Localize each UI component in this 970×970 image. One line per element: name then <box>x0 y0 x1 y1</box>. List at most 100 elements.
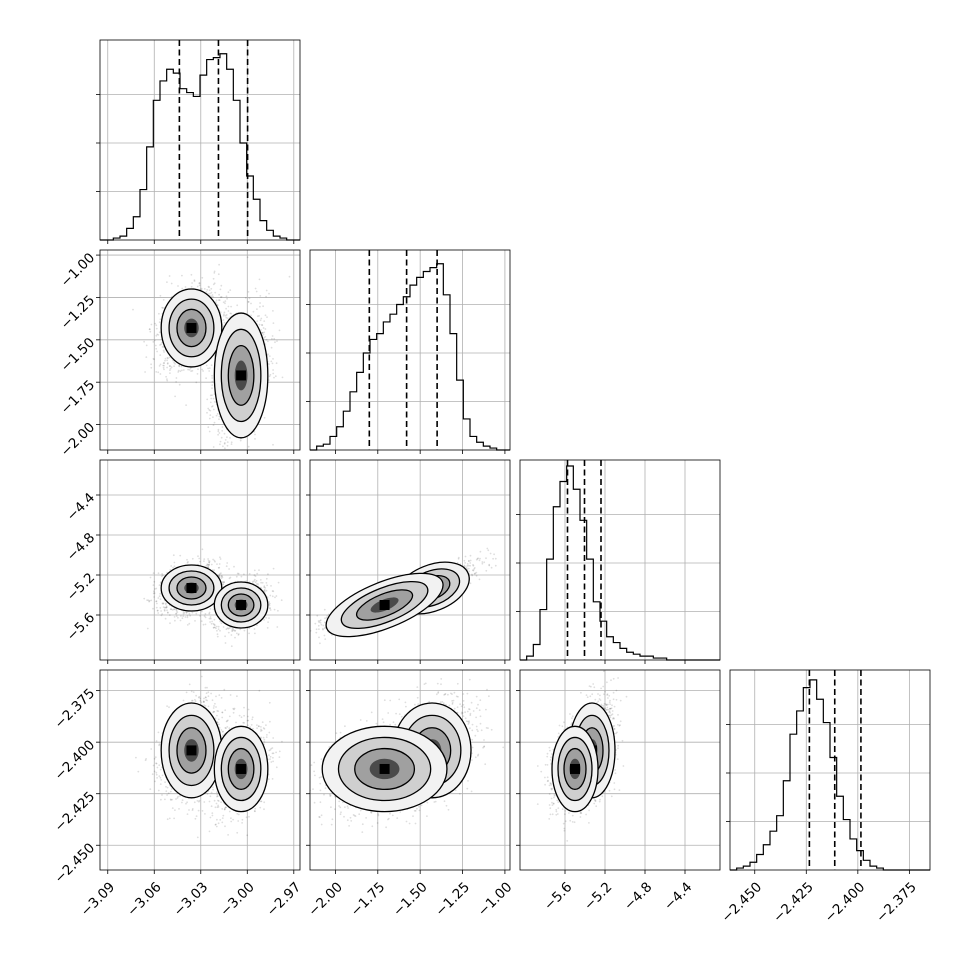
sample-point <box>270 346 273 349</box>
sample-point <box>156 350 159 353</box>
sample-point <box>150 363 153 366</box>
sample-point <box>199 615 201 617</box>
sample-point <box>226 562 229 564</box>
sample-point <box>256 308 258 310</box>
sample-point <box>155 600 158 603</box>
sample-point <box>218 432 221 434</box>
sample-point <box>207 285 210 288</box>
sample-point <box>256 572 259 575</box>
sample-point <box>163 351 166 353</box>
sample-point <box>264 328 267 330</box>
sample-point <box>157 371 160 374</box>
sample-point <box>208 617 211 620</box>
sample-point <box>217 433 220 436</box>
contour-line <box>220 328 262 423</box>
sample-point <box>201 276 204 279</box>
sample-point <box>190 273 193 276</box>
sample-point <box>210 287 213 290</box>
sample-point <box>207 566 210 568</box>
sample-point <box>159 581 162 584</box>
sample-point <box>159 344 161 346</box>
sample-point <box>274 375 277 378</box>
sample-point <box>206 411 208 414</box>
sample-point <box>219 455 221 457</box>
sample-point <box>209 616 212 618</box>
sample-point <box>150 599 153 602</box>
contour-line <box>176 308 207 348</box>
sample-point <box>177 369 180 372</box>
sample-point <box>220 296 223 298</box>
sample-point <box>218 573 221 575</box>
sample-point <box>162 364 165 367</box>
sample-point <box>158 584 161 586</box>
sample-point <box>268 617 270 619</box>
sample-point <box>159 363 162 366</box>
sample-point <box>205 377 208 380</box>
sample-point <box>181 287 184 290</box>
sample-point <box>198 282 201 284</box>
sample-point <box>153 580 156 583</box>
sample-point <box>169 365 172 367</box>
sample-point <box>212 397 215 400</box>
sample-point <box>251 580 254 583</box>
sample-point <box>207 407 210 410</box>
sample-point <box>149 576 152 579</box>
sample-point <box>203 558 206 560</box>
sample-point <box>209 621 212 623</box>
sample-point <box>174 395 177 398</box>
sample-point <box>206 452 208 454</box>
sample-point <box>166 359 169 362</box>
sample-point <box>275 595 278 597</box>
sample-point <box>156 333 159 336</box>
sample-point <box>266 316 268 318</box>
sample-point <box>211 380 214 383</box>
density-content <box>143 548 283 648</box>
sample-point <box>146 599 149 601</box>
sample-point <box>227 291 230 294</box>
sample-point <box>268 602 271 605</box>
sample-point <box>209 617 212 620</box>
sample-point <box>189 614 192 617</box>
sample-point <box>177 616 179 619</box>
sample-point <box>208 561 211 564</box>
sample-point <box>270 360 273 363</box>
sample-point <box>198 282 201 285</box>
sample-point <box>218 415 221 418</box>
sample-point <box>211 620 214 623</box>
sample-point <box>231 629 234 632</box>
sample-point <box>269 594 272 597</box>
sample-point <box>205 364 208 367</box>
sample-point <box>168 614 171 616</box>
sample-point <box>155 587 158 590</box>
sample-point <box>208 289 211 292</box>
sample-point <box>175 612 178 615</box>
panel-frame <box>99 39 301 241</box>
sample-point <box>248 465 250 467</box>
sample-point <box>198 284 201 287</box>
sample-point <box>185 611 188 614</box>
sample-point <box>212 626 215 629</box>
sample-point <box>190 285 193 288</box>
sample-point <box>205 291 208 293</box>
sample-point <box>227 305 230 308</box>
sample-point <box>227 631 230 634</box>
sample-point <box>171 609 174 611</box>
sample-point <box>166 379 169 382</box>
sample-point <box>263 336 265 339</box>
sample-point <box>159 318 162 321</box>
sample-point <box>180 365 183 368</box>
sample-point <box>259 579 262 581</box>
sample-point <box>186 615 189 617</box>
sample-point <box>209 608 212 610</box>
hist-panel-3 <box>726 669 931 874</box>
sample-point <box>228 627 231 630</box>
sample-point <box>264 314 267 317</box>
sample-point <box>217 567 220 569</box>
sample-point <box>263 589 266 591</box>
sample-point <box>153 358 156 361</box>
sample-point <box>162 362 165 364</box>
sample-point <box>206 564 209 566</box>
sample-point <box>222 495 224 497</box>
sample-point <box>288 275 291 278</box>
sample-point <box>213 471 215 473</box>
